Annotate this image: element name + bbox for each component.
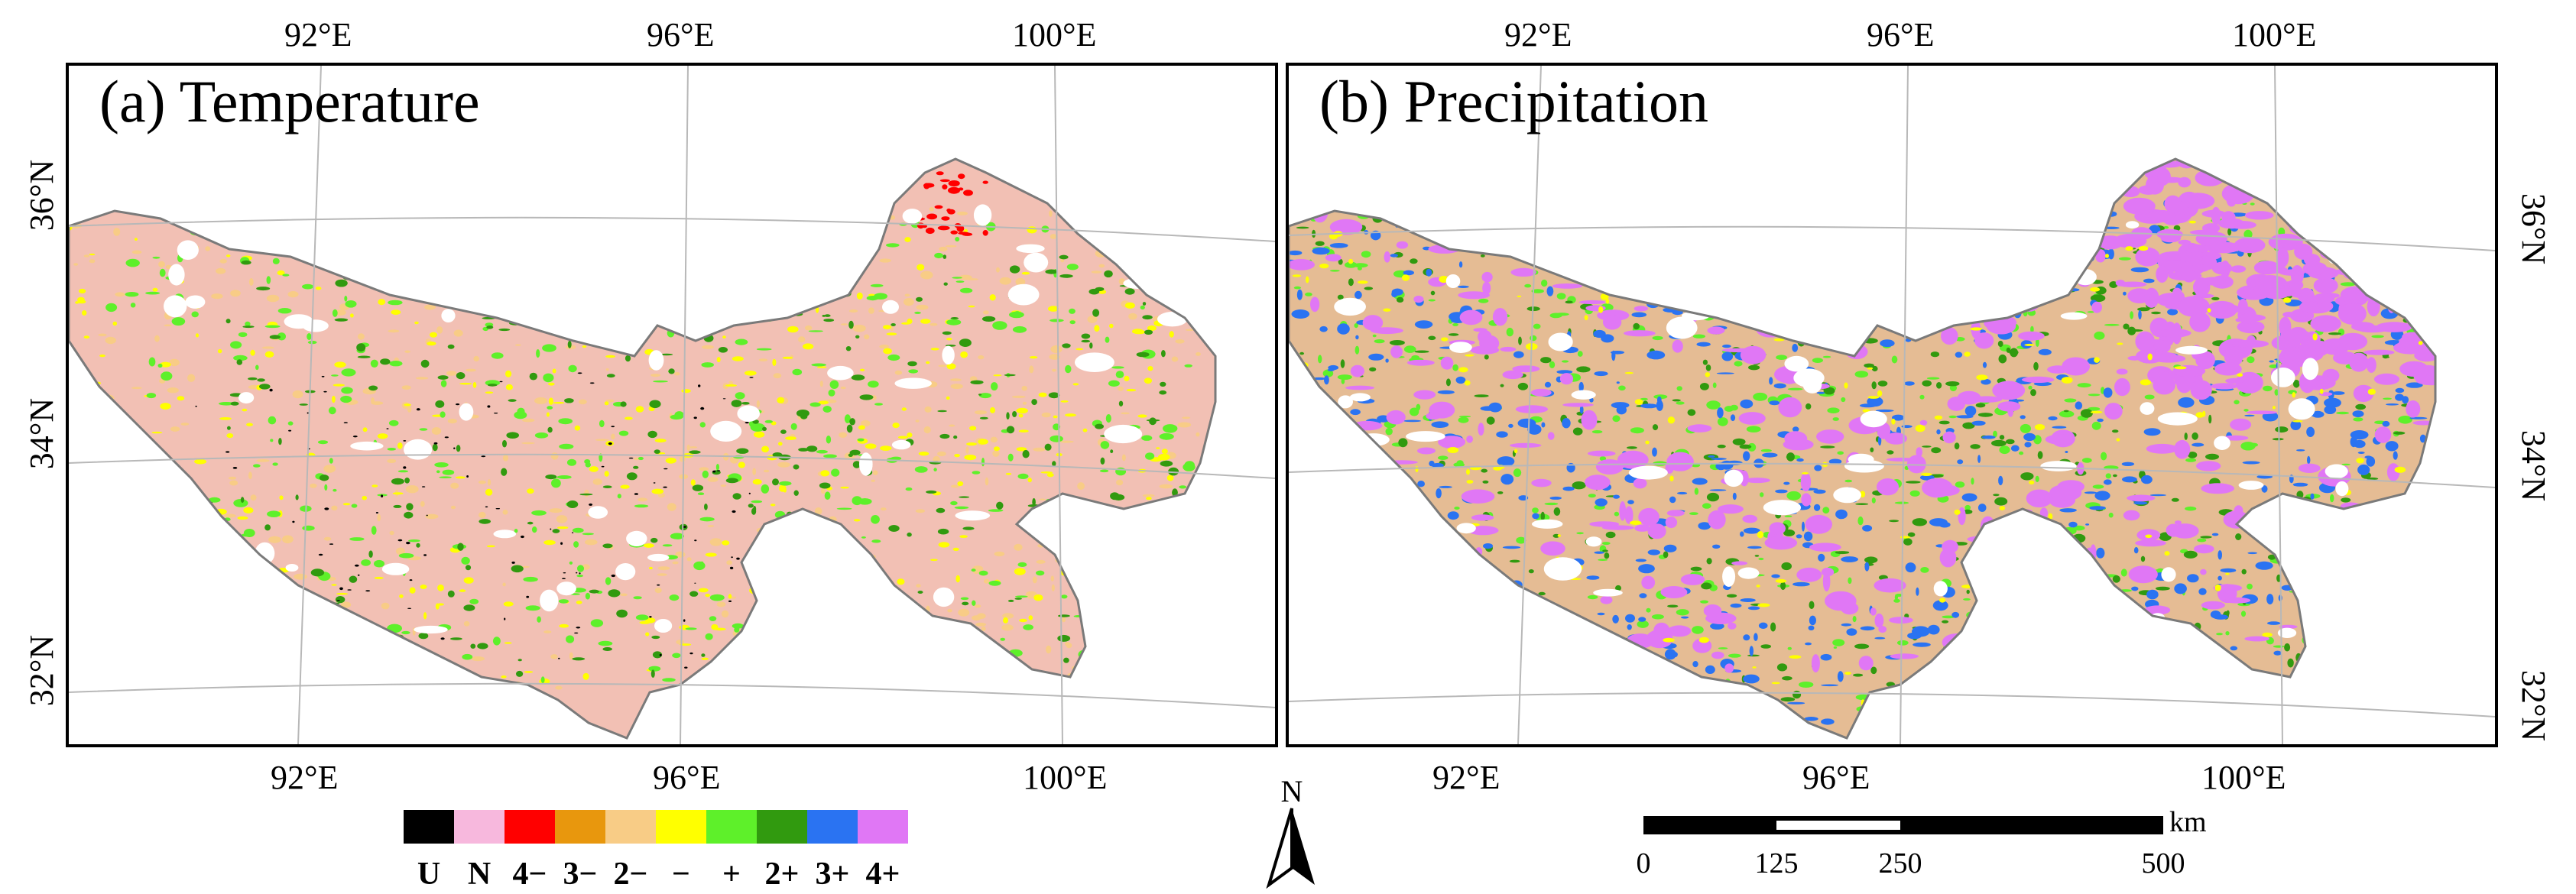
bottom-lon-label: 92°E: [271, 759, 339, 796]
scale-unit: km: [2169, 806, 2207, 838]
panel-a-title: (a) Temperature: [99, 68, 480, 134]
map-panel-precipitation: (b) Precipitation: [1286, 63, 2498, 747]
legend-swatch: [706, 810, 757, 844]
scale-tick-250: 250: [1878, 847, 1922, 879]
legend-swatch: [807, 810, 858, 844]
temperature-map: [69, 66, 1275, 744]
left-lat-label: 36°N: [23, 159, 61, 232]
legend-swatch: [757, 810, 807, 844]
scale-tick-125: 125: [1754, 847, 1799, 879]
raster-cells: [1289, 159, 2435, 738]
top-lon-label: 96°E: [647, 16, 715, 53]
legend-swatch: [555, 810, 605, 844]
north-label: N: [1280, 774, 1303, 808]
panel-b-title: (b) Precipitation: [1319, 68, 1709, 134]
bottom-lon-label: 96°E: [653, 759, 721, 796]
right-lat-label: 34°N: [2515, 429, 2553, 502]
north-arrow: N: [1261, 773, 1322, 889]
scale-tick-500: 500: [2141, 847, 2185, 879]
region-outline: [69, 157, 1217, 740]
region-outline: [1289, 157, 2437, 740]
legend-label: 2+: [764, 857, 800, 892]
legend-label: 3−: [563, 857, 598, 892]
north-arrow-icon: [1266, 808, 1315, 889]
legend-swatch: [858, 810, 908, 844]
legend-label: U: [417, 857, 441, 892]
right-lat-label: 36°N: [2515, 193, 2553, 265]
legend-label: 4−: [512, 857, 547, 892]
raster-cells: [69, 159, 1215, 738]
legend-swatch: [605, 810, 656, 844]
left-lat-label: 32°N: [23, 634, 61, 707]
legend-label: N: [467, 857, 492, 892]
top-lon-label: 92°E: [1504, 16, 1572, 53]
bottom-lon-label: 92°E: [1432, 759, 1501, 796]
scale-tick-0: 0: [1636, 847, 1651, 879]
top-lon-label: 92°E: [284, 16, 352, 53]
map-panel-temperature: (a) Temperature: [66, 63, 1278, 747]
legend-label: 2−: [613, 857, 648, 892]
scale-bar: [1643, 816, 2179, 839]
legend-label: +: [722, 857, 741, 892]
graticule: [1289, 66, 2495, 744]
legend-label: 3+: [815, 857, 850, 892]
bottom-lon-label: 100°E: [2201, 759, 2286, 796]
graticule: [69, 66, 1275, 744]
legend-swatch: [504, 810, 555, 844]
bottom-lon-label: 96°E: [1802, 759, 1870, 796]
precipitation-map: [1289, 66, 2495, 744]
legend-label: 4+: [865, 857, 900, 892]
legend-label: −: [672, 857, 690, 892]
top-lon-label: 100°E: [1012, 16, 1097, 53]
right-lat-label: 32°N: [2515, 669, 2553, 742]
legend-swatch: [454, 810, 504, 844]
legend-swatch: [656, 810, 706, 844]
legend-swatch: [404, 810, 454, 844]
left-lat-label: 34°N: [23, 397, 61, 470]
top-lon-label: 100°E: [2232, 16, 2317, 53]
top-lon-label: 96°E: [1867, 16, 1935, 53]
bottom-lon-label: 100°E: [1023, 759, 1108, 796]
